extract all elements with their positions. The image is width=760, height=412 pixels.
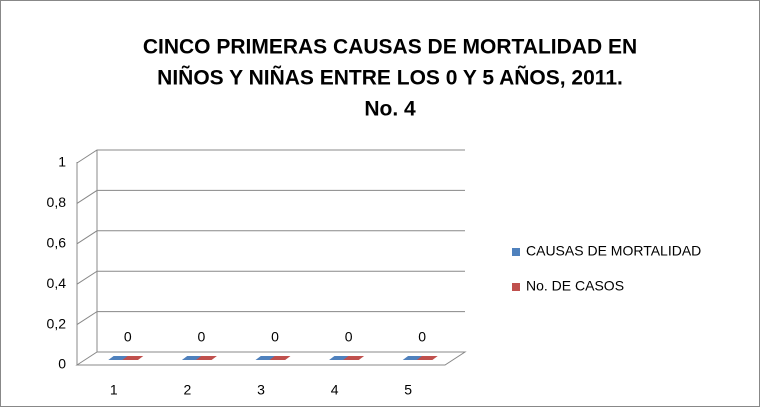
y-tick-label: 0,6 xyxy=(47,235,67,251)
legend-label: No. DE CASOS xyxy=(526,278,624,294)
y-tick-label: 1 xyxy=(58,154,66,170)
chart-title: No. 4 xyxy=(364,98,416,121)
x-tick-label: 2 xyxy=(184,382,192,398)
grid-line xyxy=(76,270,465,285)
data-label: 0 xyxy=(345,329,353,345)
x-tick-label: 5 xyxy=(404,382,412,398)
y-tick-label: 0,4 xyxy=(47,275,67,291)
data-label: 0 xyxy=(124,329,132,345)
bar-top xyxy=(269,356,291,360)
bar-top xyxy=(195,356,217,360)
bar-top xyxy=(343,356,365,360)
grid-line xyxy=(76,311,465,326)
bar-top xyxy=(122,356,144,360)
grid-line xyxy=(76,230,465,245)
legend-label: CAUSAS DE MORTALIDAD xyxy=(526,243,701,259)
data-label: 0 xyxy=(271,329,279,345)
data-label: 0 xyxy=(198,329,206,345)
chart-title: CINCO PRIMERAS CAUSAS DE MORTALIDAD EN xyxy=(143,36,637,59)
bar-top xyxy=(416,356,438,360)
chart-title: NIÑOS Y NIÑAS ENTRE LOS 0 Y 5 AÑOS, 2011… xyxy=(157,67,623,90)
x-tick-label: 1 xyxy=(110,382,118,398)
legend-swatch xyxy=(512,248,520,256)
x-tick-label: 3 xyxy=(257,382,265,398)
y-tick-label: 0,2 xyxy=(47,315,67,331)
legend-swatch xyxy=(512,283,520,291)
grid-line xyxy=(76,149,465,164)
grid-line xyxy=(76,189,465,204)
data-label: 0 xyxy=(418,329,426,345)
y-tick-label: 0 xyxy=(58,356,66,372)
x-tick-label: 4 xyxy=(331,382,339,398)
y-tick-label: 0,8 xyxy=(47,194,67,210)
